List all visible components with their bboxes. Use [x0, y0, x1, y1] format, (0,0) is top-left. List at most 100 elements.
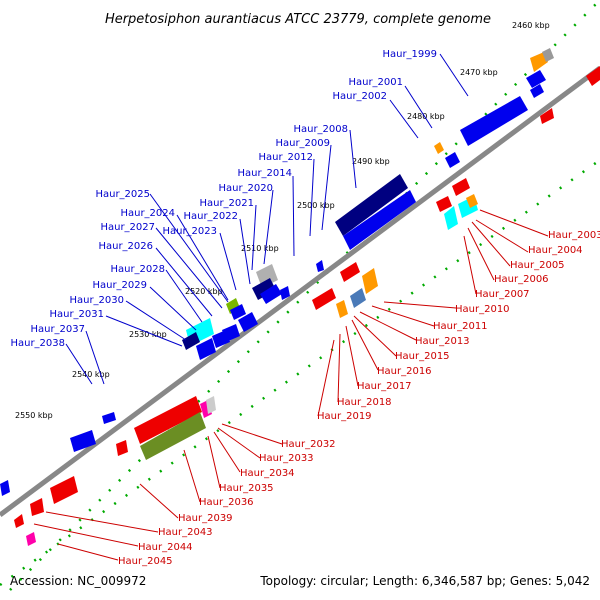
gene-label: Haur_2036 — [199, 497, 254, 508]
gene-label: Haur_2020 — [218, 183, 273, 194]
kbp-label: 2500 kbp — [297, 201, 335, 210]
kbp-label: 2520 kbp — [185, 287, 223, 296]
gene-haur-2020 — [256, 264, 278, 288]
leader-line — [219, 232, 237, 291]
accession-text: Accession: NC_009972 — [10, 574, 146, 588]
leader-line — [207, 435, 221, 489]
gene-label: Haur_2028 — [110, 264, 165, 275]
gene-haur-1999 — [530, 52, 548, 72]
leader-line — [65, 343, 93, 385]
leader-line — [359, 311, 417, 341]
gene-label: Haur_2022 — [183, 211, 238, 222]
kbp-label: 2480 kbp — [407, 112, 445, 121]
kbp-label: 2540 kbp — [72, 370, 110, 379]
gene-fragment-c — [0, 480, 10, 496]
gene-label: Haur_2011 — [433, 321, 488, 332]
leader-line — [404, 85, 433, 129]
leader-line — [213, 431, 241, 473]
kbp-label: 2510 kbp — [241, 244, 279, 253]
gene-haur-2013 — [466, 194, 478, 208]
gene-haur-2001 — [526, 70, 546, 88]
gene-label: Haur_2003 — [548, 230, 600, 241]
gene-haur-2043 — [30, 498, 44, 516]
leader-line — [149, 193, 229, 303]
gene-label: Haur_2032 — [281, 439, 336, 450]
gene-label: Haur_2034 — [240, 468, 295, 479]
gene-haur-2045 — [26, 532, 36, 546]
gene-haur-2016 — [362, 268, 378, 294]
leader-line — [217, 427, 261, 459]
leader-line — [263, 189, 274, 265]
leader-line — [85, 330, 105, 385]
gene-fragment-a — [280, 286, 290, 300]
gene-haur-2025 — [230, 304, 246, 320]
gene-label: Haur_2013 — [415, 336, 470, 347]
summary-text: Topology: circular; Length: 6,346,587 bp… — [259, 574, 590, 588]
top-leader-lines — [65, 53, 469, 385]
gene-haur-2033 — [140, 412, 206, 460]
leader-line — [463, 235, 477, 295]
gene-label: Haur_2002 — [332, 91, 387, 102]
bottom-labels: Haur_2003 Haur_2004 Haur_2005 Haur_2006 … — [118, 230, 600, 567]
leader-line — [479, 209, 549, 237]
gene-haur-2012 — [335, 174, 408, 236]
leader-line — [309, 158, 315, 237]
leader-line — [165, 269, 203, 323]
leader-line — [471, 221, 511, 267]
gene-label: Haur_2045 — [118, 556, 173, 567]
gene-label: Haur_2004 — [528, 245, 583, 256]
leader-line — [345, 325, 359, 387]
gene-label: Haur_2018 — [337, 397, 392, 408]
gene-label: Haur_2023 — [162, 226, 217, 237]
gene-haur-2031 — [238, 312, 258, 332]
leader-line — [321, 144, 332, 231]
leader-line — [251, 204, 257, 271]
gene-label: Haur_2021 — [199, 198, 254, 209]
gene-haur-2015 — [340, 262, 360, 282]
gene-label: Haur_2008 — [293, 124, 348, 135]
gene-label: Haur_2027 — [100, 222, 155, 233]
gene-haur-2021 — [252, 278, 276, 300]
kbp-markers: 2460 kbp 2470 kbp 2480 kbp 2490 kbp 2500… — [15, 21, 550, 420]
leader-line — [383, 301, 457, 309]
gene-fragment-b — [316, 260, 324, 272]
gene-label: Haur_2012 — [258, 152, 313, 163]
gene-label: Haur_2031 — [49, 309, 104, 320]
leader-line — [57, 543, 119, 561]
kbp-label: 2530 kbp — [129, 330, 167, 339]
gene-label: Haur_2014 — [237, 168, 292, 179]
gene-label: Haur_2030 — [69, 295, 124, 306]
gene-haur-2027 — [182, 332, 200, 350]
leader-line — [371, 305, 435, 327]
forward-genes — [0, 48, 554, 496]
leader-line — [337, 333, 341, 403]
leader-line — [475, 219, 529, 253]
kbp-label: 2490 kbp — [352, 157, 390, 166]
kbp-label: 2470 kbp — [460, 68, 498, 77]
leader-line — [317, 339, 335, 417]
leader-line — [221, 423, 283, 445]
leader-line — [183, 449, 201, 503]
gene-label: Haur_2017 — [357, 381, 412, 392]
gene-haur-2039 — [50, 476, 78, 504]
leader-line — [439, 53, 469, 97]
leader-line — [155, 227, 223, 309]
gene-haur-2005 — [452, 178, 470, 196]
gene-haur-2006 — [436, 196, 452, 212]
gene-label: Haur_2015 — [395, 351, 450, 362]
gene-haur-2018 — [336, 300, 348, 318]
gene-haur-2009 — [434, 142, 444, 154]
gene-haur-2038 — [102, 412, 116, 424]
gene-haur-2036 — [116, 440, 128, 456]
leader-line — [467, 227, 495, 281]
reverse-genes — [14, 66, 600, 546]
gene-label: Haur_2024 — [120, 208, 175, 219]
leader-line — [33, 523, 139, 547]
gene-label: Haur_2035 — [219, 483, 274, 494]
leader-line — [389, 99, 419, 139]
gene-label: Haur_2043 — [158, 527, 213, 538]
backbone — [0, 65, 600, 518]
gene-haur-2035 — [206, 396, 216, 414]
leader-line — [155, 247, 213, 317]
